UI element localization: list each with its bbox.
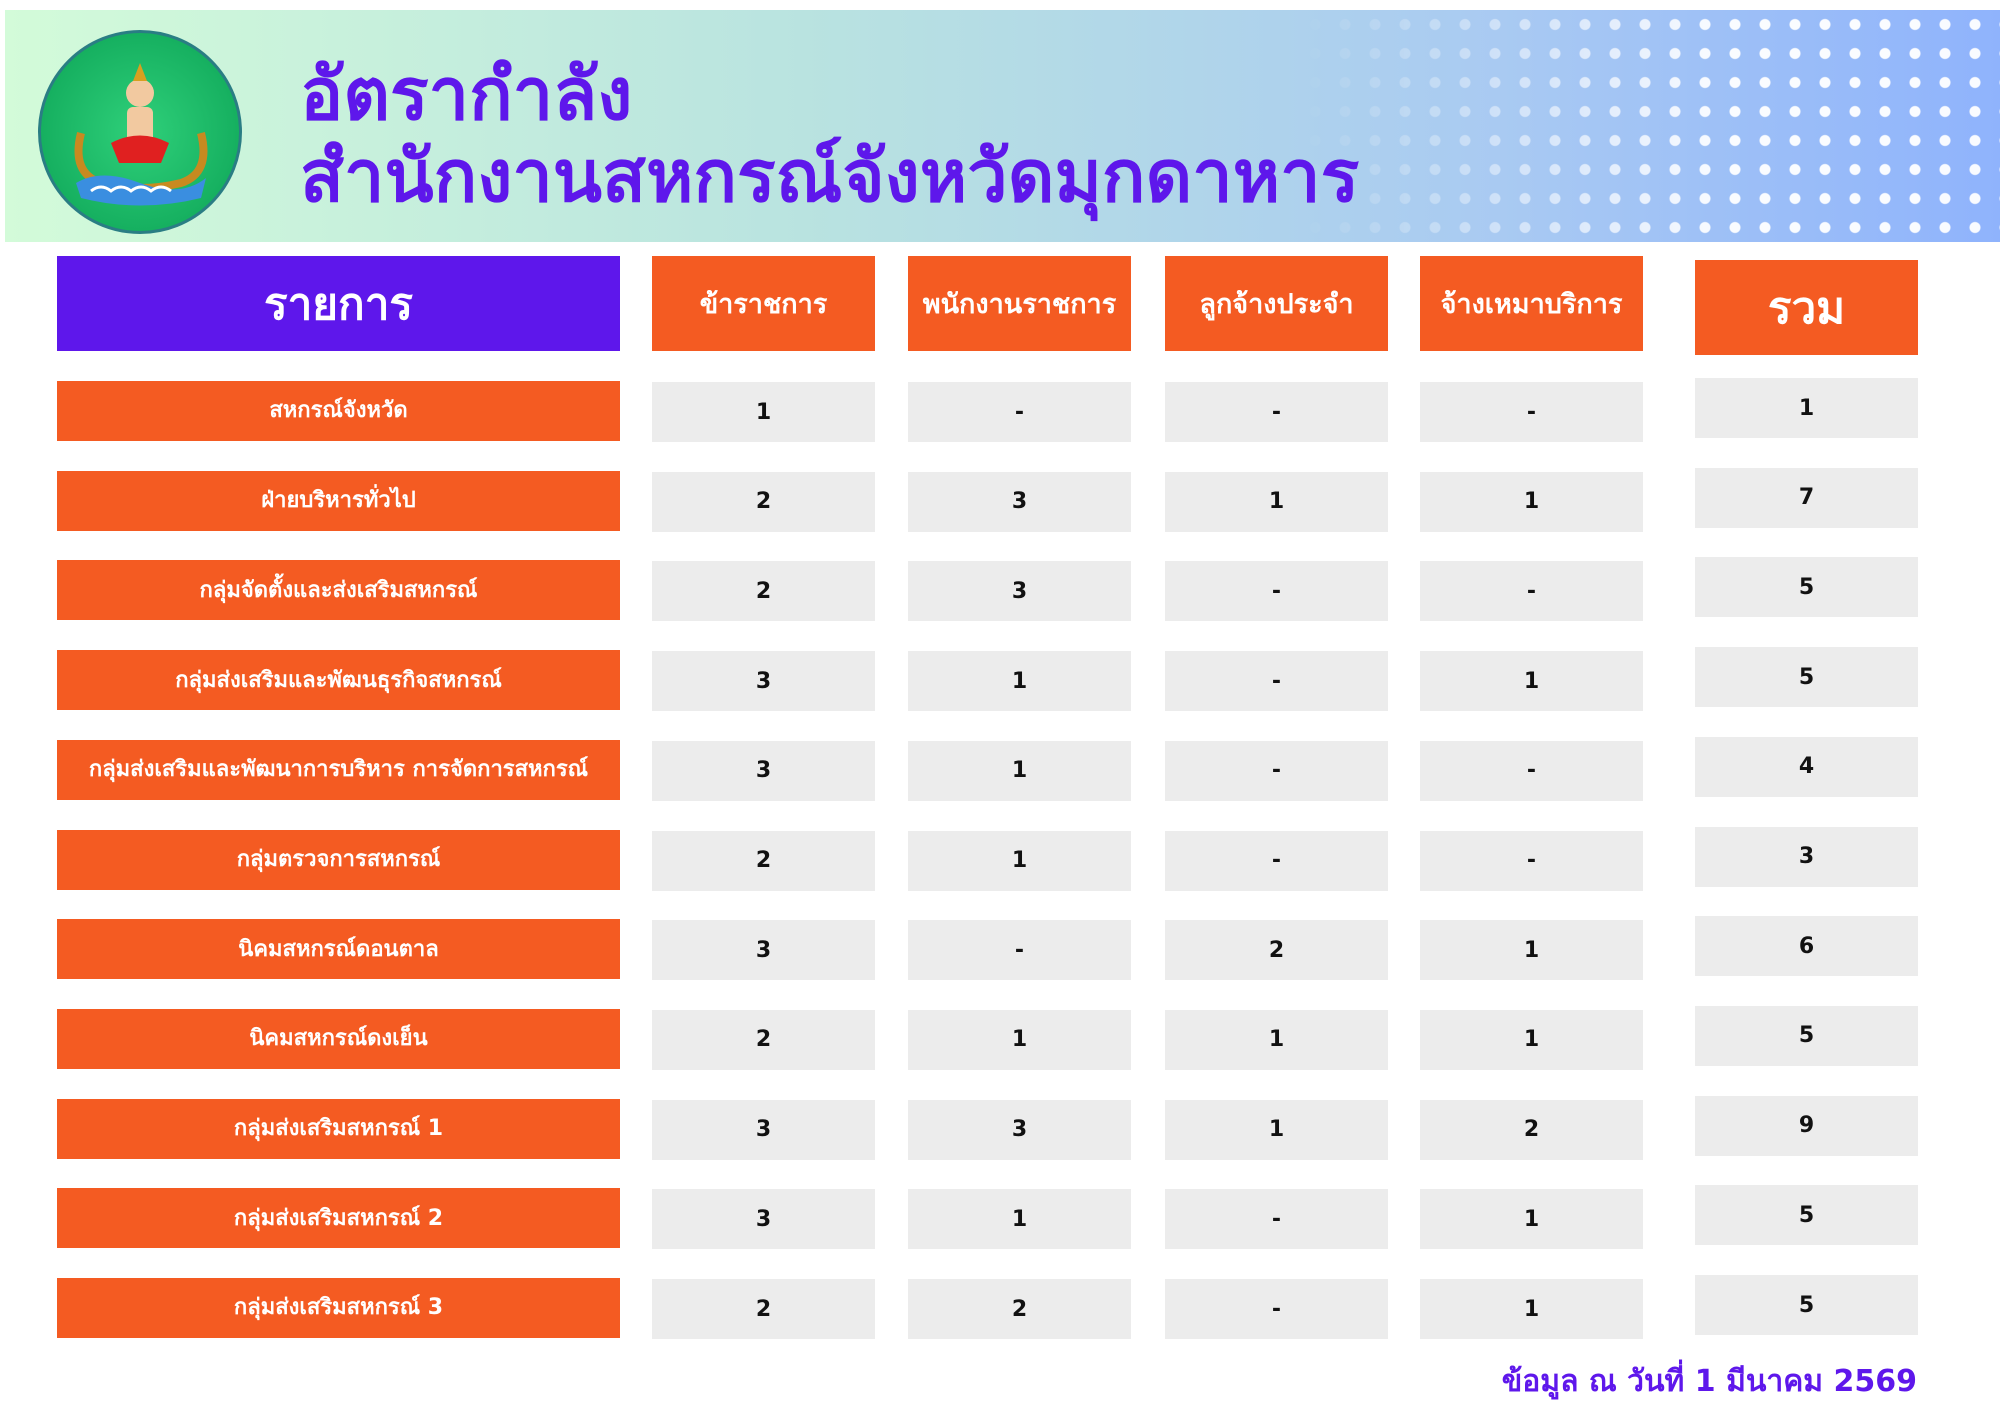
table-cell: 2	[652, 1009, 875, 1070]
data-date-note: ข้อมูล ณ วันที่ 1 มีนาคม 2569	[1501, 1364, 1917, 1399]
table-cell: 2	[652, 830, 875, 891]
row-total-cell: 5	[1695, 647, 1918, 708]
table-cell: 1	[1165, 1099, 1388, 1160]
table-cell: 1	[908, 1009, 1131, 1070]
table-cell: 2	[652, 1279, 875, 1339]
row-total-cell: 3	[1695, 826, 1918, 887]
row-total-cell: 7	[1695, 467, 1918, 528]
row-total-cell: 6	[1695, 916, 1918, 977]
table-cell: 3	[652, 740, 875, 801]
table-cell: 1	[908, 651, 1131, 712]
deity-emblem-icon	[74, 63, 208, 206]
table-cell: 1	[1420, 920, 1643, 981]
row-label: กลุ่มตรวจการสหกรณ์	[57, 829, 620, 890]
column-header-civil-servants: ข้าราชการ	[652, 256, 875, 351]
row-label: กลุ่มส่งเสริมสหกรณ์ 2	[57, 1188, 620, 1249]
table-cell: 1	[1420, 651, 1643, 712]
table-cell: 3	[652, 1189, 875, 1250]
table-cell: 3	[908, 471, 1131, 532]
table-cell: -	[1165, 1279, 1388, 1339]
table-cell: 1	[908, 1189, 1131, 1250]
table-cell: -	[1165, 1189, 1388, 1250]
table-cell: 1	[1420, 1009, 1643, 1070]
row-total-cell: 5	[1695, 1185, 1918, 1246]
table-cell: 3	[908, 1099, 1131, 1160]
row-label: กลุ่มจัดตั้งและส่งเสริมสหกรณ์	[57, 560, 620, 621]
row-total-cell: 5	[1695, 557, 1918, 618]
table-cell: -	[1165, 561, 1388, 622]
row-total-cell: 4	[1695, 736, 1918, 797]
table-cell: 2	[1420, 1099, 1643, 1160]
table-cell: 1	[1165, 1009, 1388, 1070]
row-label: นิคมสหกรณ์ดอนตาล	[57, 919, 620, 980]
cooperative-promotion-department-logo	[38, 30, 242, 234]
table-cell: 3	[908, 561, 1131, 622]
row-label: กลุ่มส่งเสริมสหกรณ์ 1	[57, 1098, 620, 1159]
table-cell: -	[1165, 382, 1388, 442]
table-cell: -	[1420, 740, 1643, 801]
column-header-permanent-employees: ลูกจ้างประจำ	[1165, 256, 1388, 351]
table-cell: -	[1420, 561, 1643, 622]
column-header-government-employees: พนักงานราชการ	[908, 256, 1131, 351]
table-cell: -	[1420, 830, 1643, 891]
table-cell: 3	[652, 651, 875, 712]
dot-pattern-decoration	[1300, 10, 2000, 242]
table-cell: 1	[908, 740, 1131, 801]
row-total-cell: 5	[1695, 1005, 1918, 1066]
table-cell: -	[908, 382, 1131, 442]
row-total-cell: 5	[1695, 1275, 1918, 1335]
column-header-contract-service: จ้างเหมาบริการ	[1420, 256, 1643, 351]
row-label: นิคมสหกรณ์ดงเย็น	[57, 1008, 620, 1069]
table-cell: -	[1165, 740, 1388, 801]
row-total-cell: 9	[1695, 1095, 1918, 1156]
page-title: อัตรากำลัง	[300, 52, 633, 136]
table-cell: 1	[1420, 471, 1643, 532]
column-header-item: รายการ	[57, 256, 620, 351]
table-cell: -	[1165, 651, 1388, 712]
table-cell: -	[1165, 830, 1388, 891]
table-cell: 2	[652, 561, 875, 622]
header-banner	[5, 10, 2000, 242]
table-cell: 1	[1420, 1279, 1643, 1339]
row-label: สหกรณ์จังหวัด	[57, 381, 620, 441]
table-cell: 2	[908, 1279, 1131, 1339]
page-subtitle: สำนักงานสหกรณ์จังหวัดมุกดาหาร	[300, 134, 1360, 218]
table-cell: -	[908, 920, 1131, 981]
table-cell: 1	[1165, 471, 1388, 532]
table-cell: 3	[652, 920, 875, 981]
row-label: กลุ่มส่งเสริมและพัฒนธุรกิจสหกรณ์	[57, 650, 620, 711]
row-total-cell: 1	[1695, 378, 1918, 438]
table-cell: 3	[652, 1099, 875, 1160]
row-label: ฝ่ายบริหารทั่วไป	[57, 470, 620, 531]
table-cell: 1	[1420, 1189, 1643, 1250]
table-cell: 2	[652, 471, 875, 532]
table-cell: -	[1420, 382, 1643, 442]
row-label: กลุ่มส่งเสริมสหกรณ์ 3	[57, 1278, 620, 1338]
table-cell: 2	[1165, 920, 1388, 981]
table-cell: 1	[908, 830, 1131, 891]
table-cell: 1	[652, 382, 875, 442]
row-label: กลุ่มส่งเสริมและพัฒนาการบริหาร การจัดการ…	[57, 739, 620, 800]
column-header-total: รวม	[1695, 260, 1918, 355]
